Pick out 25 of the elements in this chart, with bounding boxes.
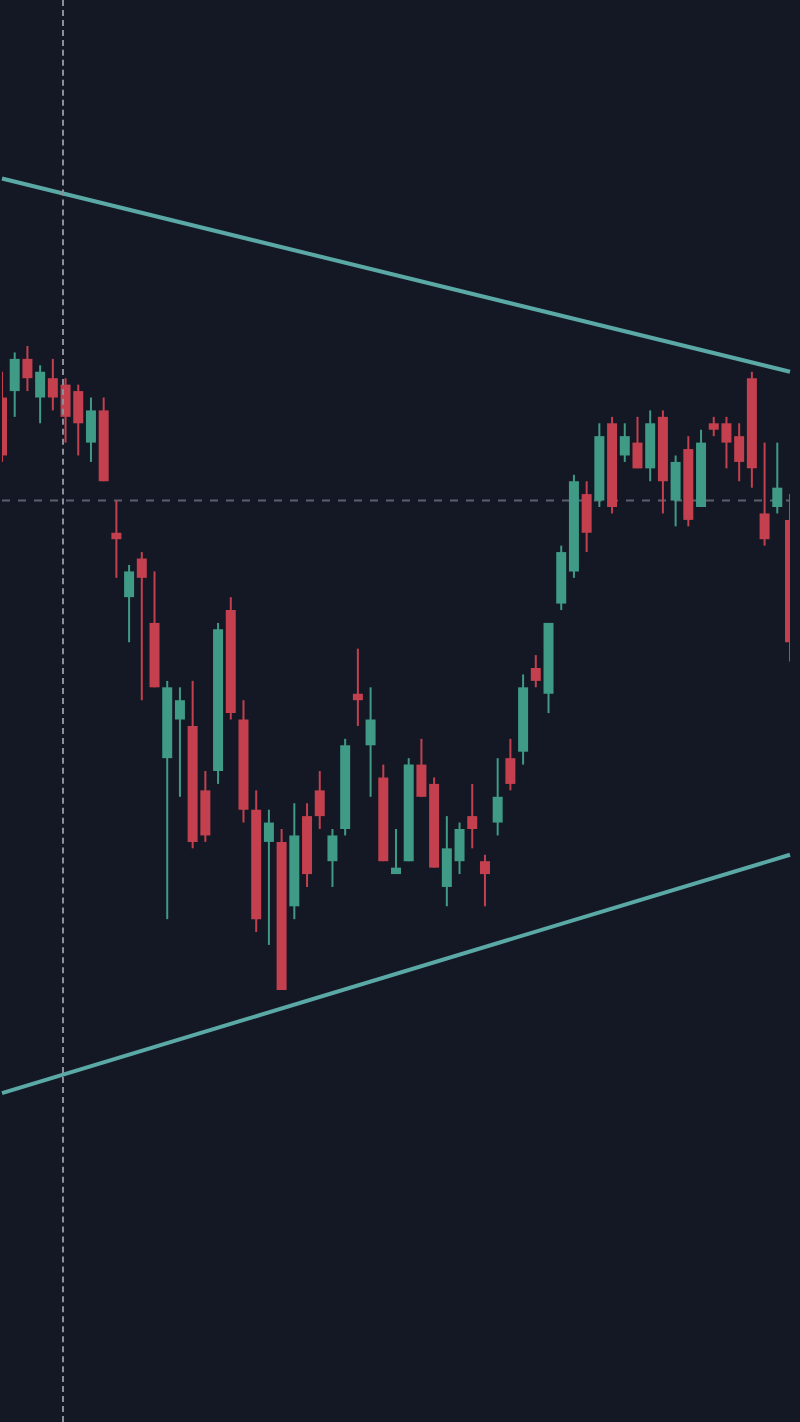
candlestick <box>759 441 770 547</box>
candlestick <box>22 345 33 393</box>
candlestick <box>263 808 274 946</box>
candlestick <box>136 551 147 702</box>
candlestick <box>352 647 363 727</box>
candlestick <box>85 396 96 463</box>
candlestick <box>632 415 643 470</box>
candlestick <box>505 737 516 792</box>
candlestick <box>111 499 122 579</box>
candlestick <box>670 454 681 528</box>
candlestick <box>9 351 20 418</box>
candlestick <box>772 441 783 515</box>
candlestick <box>581 480 592 554</box>
candlestick <box>619 422 630 463</box>
candlestick <box>492 757 503 837</box>
candlestick <box>35 364 46 425</box>
candlestick <box>467 782 478 850</box>
candlestick <box>365 686 376 798</box>
candlestick <box>530 654 541 689</box>
candlestick <box>391 828 401 876</box>
candlestick <box>645 409 656 483</box>
candlestick <box>327 828 338 888</box>
candlestick <box>479 853 490 908</box>
candlestick <box>124 563 135 644</box>
candlestick <box>314 770 325 830</box>
